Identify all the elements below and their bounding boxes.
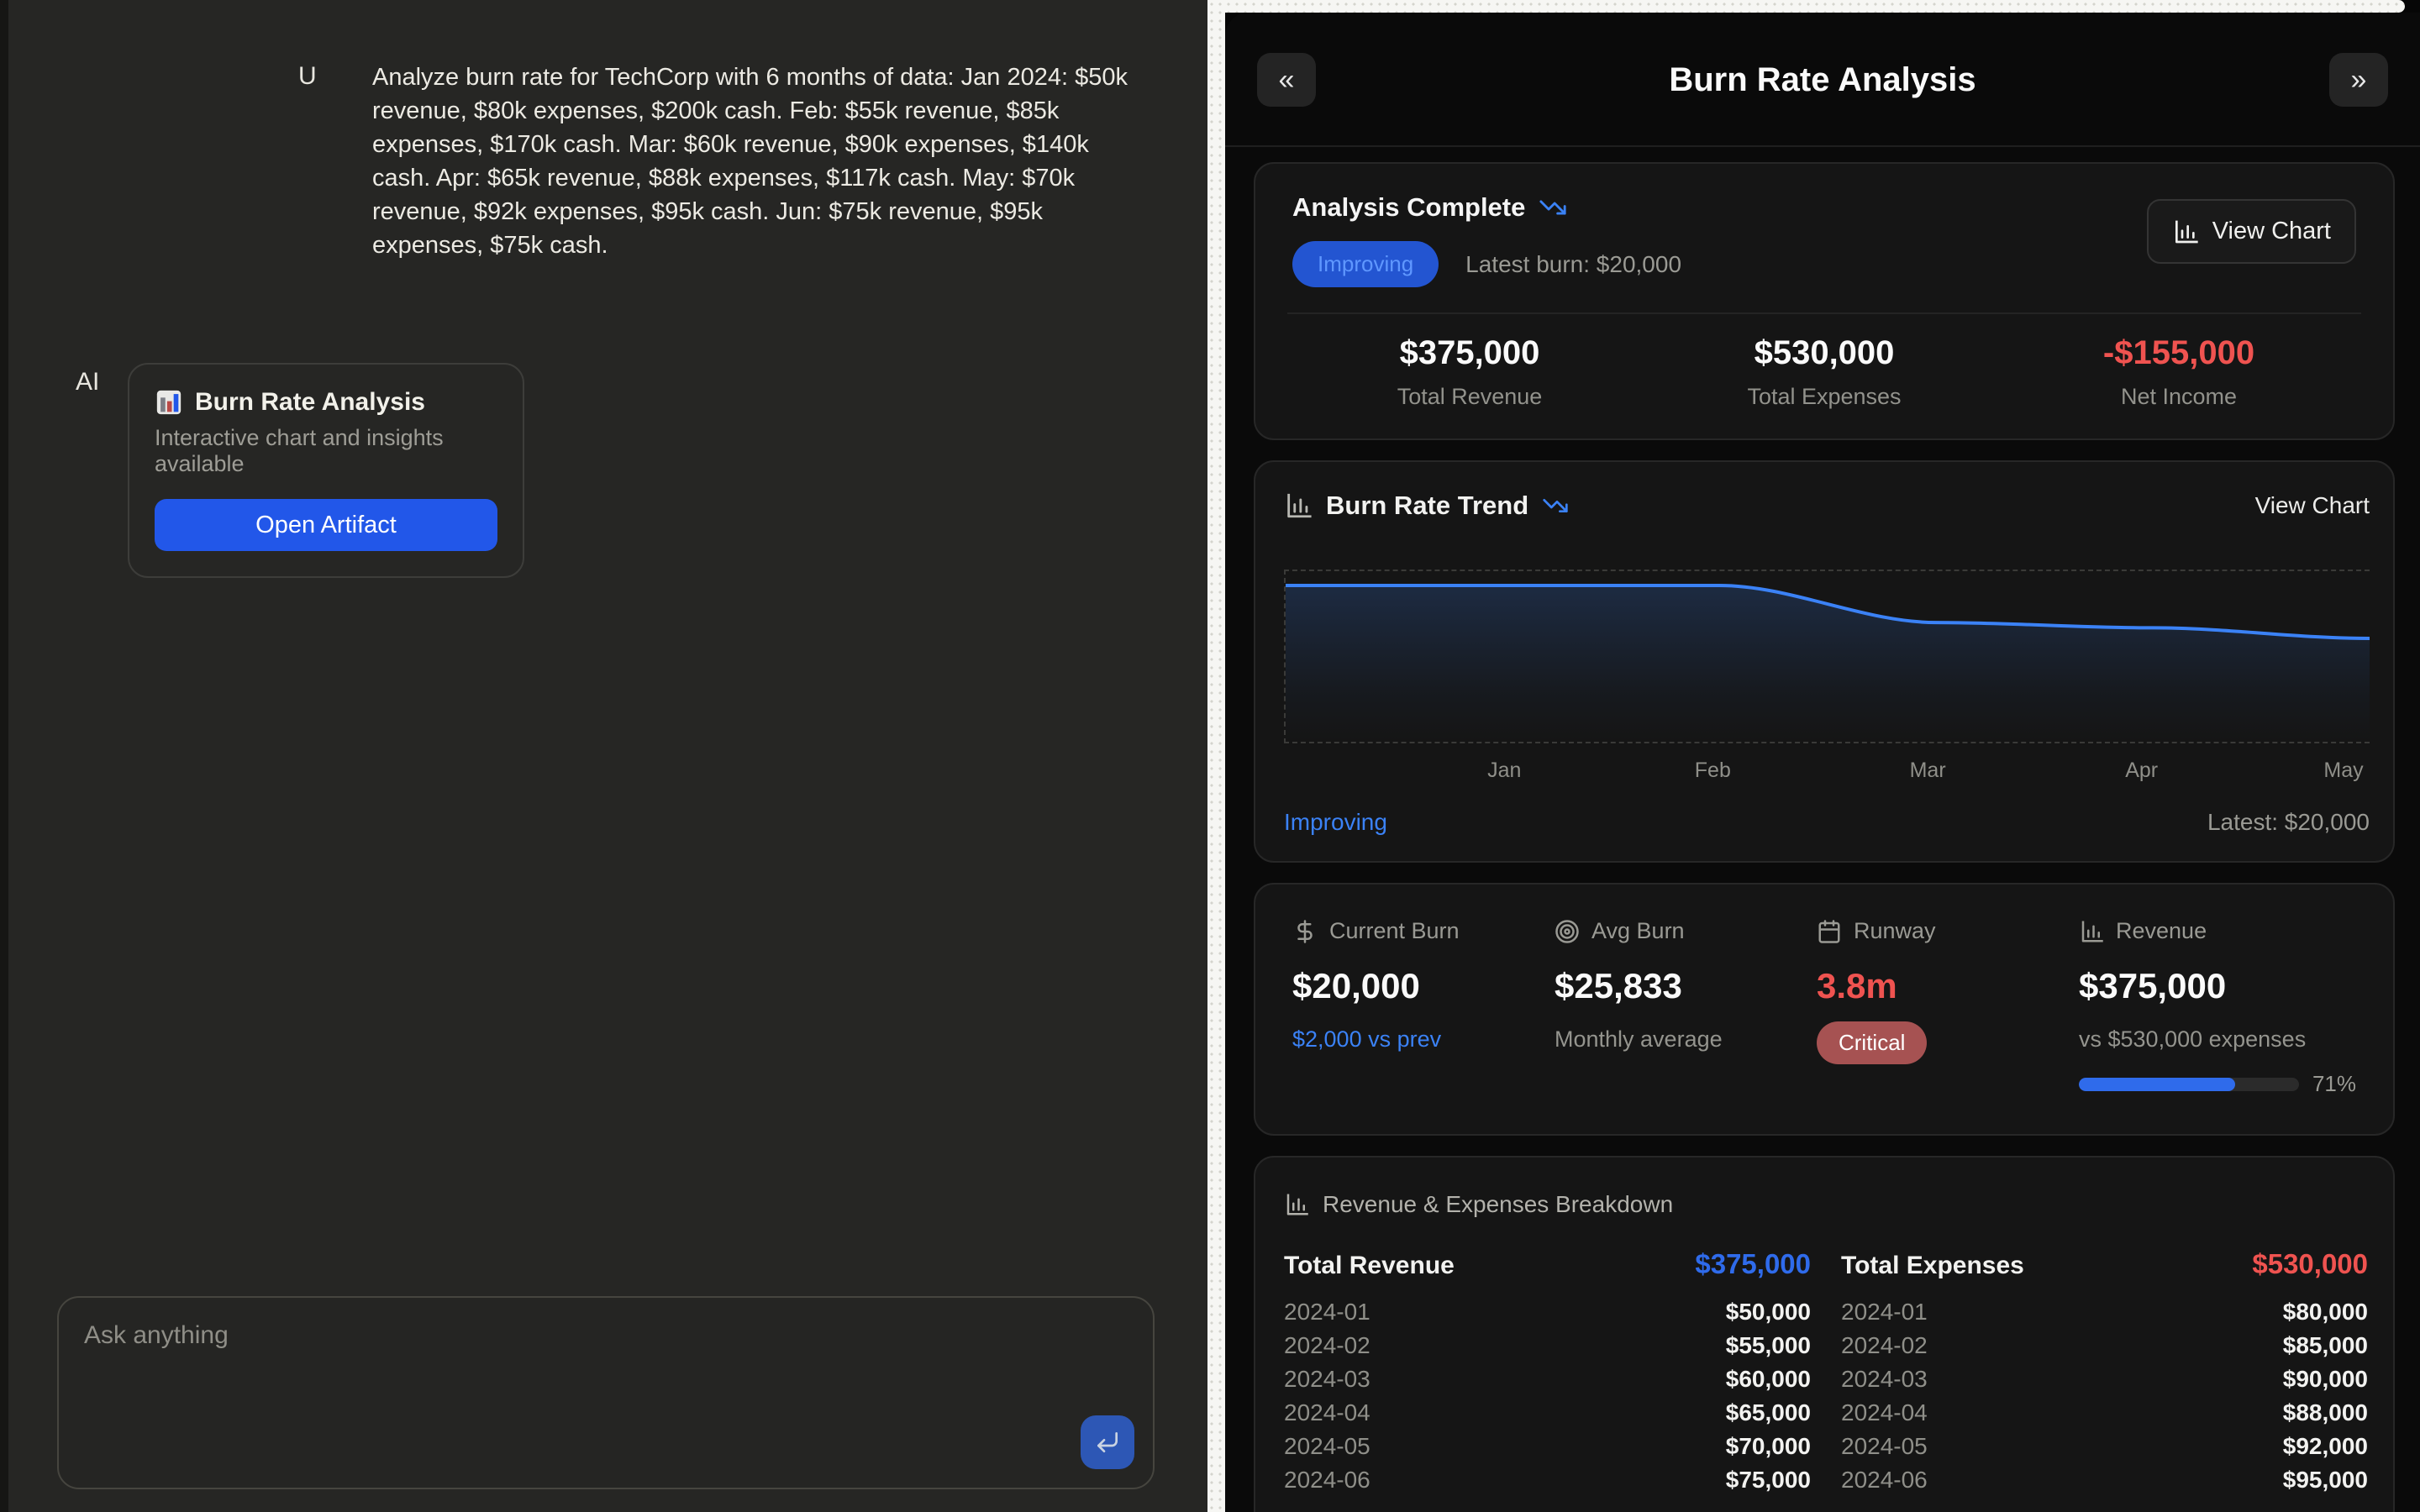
expand-panel-button[interactable]: » xyxy=(2329,53,2388,107)
table-row: 2024-06 $95,000 xyxy=(1841,1467,2368,1493)
table-row: 2024-02 $55,000 xyxy=(1284,1332,1811,1358)
trend-latest-text: Latest: $20,000 xyxy=(2207,809,2370,835)
top-gutter xyxy=(1207,0,2405,13)
bar-chart-icon xyxy=(1284,1192,1309,1217)
table-row: 2024-05 $70,000 xyxy=(1284,1433,1811,1459)
table-row: 2024-06 $75,000 xyxy=(1284,1467,1811,1493)
dollar-sign-icon xyxy=(1292,919,1318,944)
left-gutter xyxy=(1207,0,1225,1512)
artifact-section: « Burn Rate Analysis » Analysis Complete xyxy=(1207,0,2420,1512)
divider xyxy=(1287,312,2361,314)
chat-composer[interactable]: Ask anything xyxy=(57,1296,1155,1489)
calendar-icon xyxy=(1817,919,1842,944)
return-arrow-icon xyxy=(1094,1429,1121,1456)
open-artifact-button[interactable]: Open Artifact xyxy=(155,499,497,551)
table-row: 2024-01 $50,000 xyxy=(1284,1299,1811,1325)
table-row: 2024-05 $92,000 xyxy=(1841,1433,2368,1459)
summary-card: Analysis Complete Improving Latest burn:… xyxy=(1254,162,2395,440)
artifact-card: Burn Rate Analysis Interactive chart and… xyxy=(128,363,524,578)
progress-fill xyxy=(2079,1077,2235,1091)
breakdown-title: Revenue & Expenses Breakdown xyxy=(1323,1191,1674,1217)
summary-title: Analysis Complete xyxy=(1292,192,1526,222)
table-row: 2024-03 $60,000 xyxy=(1284,1366,1811,1392)
progress-percent: 71% xyxy=(2312,1071,2356,1096)
table-row: 2024-04 $88,000 xyxy=(1841,1399,2368,1425)
chat-panel: U Analyze burn rate for TechCorp with 6 … xyxy=(0,0,1207,1512)
table-row: 2024-03 $90,000 xyxy=(1841,1366,2368,1392)
expenses-column: Total Expenses $530,000 2024-01 $80,000 … xyxy=(1841,1248,2368,1497)
view-chart-label: View Chart xyxy=(2212,218,2331,244)
breakdown-card: Revenue & Expenses Breakdown Total Reven… xyxy=(1254,1156,2395,1512)
trend-status-text: Improving xyxy=(1284,809,1387,835)
bar-chart-icon xyxy=(2079,919,2104,944)
artifact-card-subtitle: Interactive chart and insights available xyxy=(155,425,444,476)
table-row: 2024-02 $85,000 xyxy=(1841,1332,2368,1358)
metrics-card: Current Burn $20,000 $2,000 vs prev xyxy=(1254,883,2395,1136)
revenue-column: Total Revenue $375,000 2024-01 $50,000 2… xyxy=(1284,1248,1811,1497)
view-chart-button[interactable]: View Chart xyxy=(2146,199,2356,264)
burn-trend-chart xyxy=(1284,570,2370,743)
runway-metric: Runway 3.8m Critical xyxy=(1817,918,2079,1097)
bar-chart-icon xyxy=(2172,218,2199,245)
current-burn-metric: Current Burn $20,000 $2,000 vs prev xyxy=(1292,918,1460,1052)
send-button[interactable] xyxy=(1081,1415,1134,1469)
panel-header: « Burn Rate Analysis » xyxy=(1225,13,2420,147)
view-chart-link[interactable]: View Chart xyxy=(2254,492,2370,518)
ai-avatar: AI xyxy=(76,368,100,396)
avg-burn-metric: Avg Burn $25,833 Monthly average xyxy=(1555,918,1723,1052)
total-revenue-stat: $375,000 Total Revenue xyxy=(1397,334,1543,409)
net-income-stat: -$155,000 Net Income xyxy=(2102,334,2255,409)
bar-chart-emoji-icon xyxy=(155,388,183,417)
improving-badge: Improving xyxy=(1292,241,1439,287)
chat-input-placeholder: Ask anything xyxy=(84,1321,229,1349)
trend-title: Burn Rate Trend xyxy=(1326,491,1529,520)
revenue-vs-expenses-progress: 71% xyxy=(2079,1071,2356,1097)
target-icon xyxy=(1555,919,1580,944)
window-edge xyxy=(0,0,8,1512)
user-message: Analyze burn rate for TechCorp with 6 mo… xyxy=(372,64,1128,259)
collapse-panel-button[interactable]: « xyxy=(1257,53,1316,107)
artifact-card-title: Burn Rate Analysis xyxy=(195,388,425,416)
revenue-metric: Revenue $375,000 vs $530,000 expenses 71… xyxy=(2079,918,2356,1097)
latest-burn-text: Latest burn: $20,000 xyxy=(1465,250,1682,277)
trend-card: Burn Rate Trend View Chart xyxy=(1254,460,2395,863)
bar-chart-icon xyxy=(1284,491,1313,520)
panel-title: Burn Rate Analysis xyxy=(1669,61,1976,98)
total-expenses-stat: $530,000 Total Expenses xyxy=(1747,334,1902,409)
trending-down-icon xyxy=(1542,492,1569,519)
panel-content: Analysis Complete Improving Latest burn:… xyxy=(1225,147,2420,1512)
critical-badge: Critical xyxy=(1817,1021,1928,1064)
table-row: 2024-04 $65,000 xyxy=(1284,1399,1811,1425)
x-axis-labels: Jan Feb Mar Apr May xyxy=(1487,759,2364,782)
trending-down-icon xyxy=(1539,193,1567,222)
table-row: 2024-01 $80,000 xyxy=(1841,1299,2368,1325)
user-avatar: U xyxy=(298,62,317,90)
artifact-panel: « Burn Rate Analysis » Analysis Complete xyxy=(1225,13,2420,1512)
